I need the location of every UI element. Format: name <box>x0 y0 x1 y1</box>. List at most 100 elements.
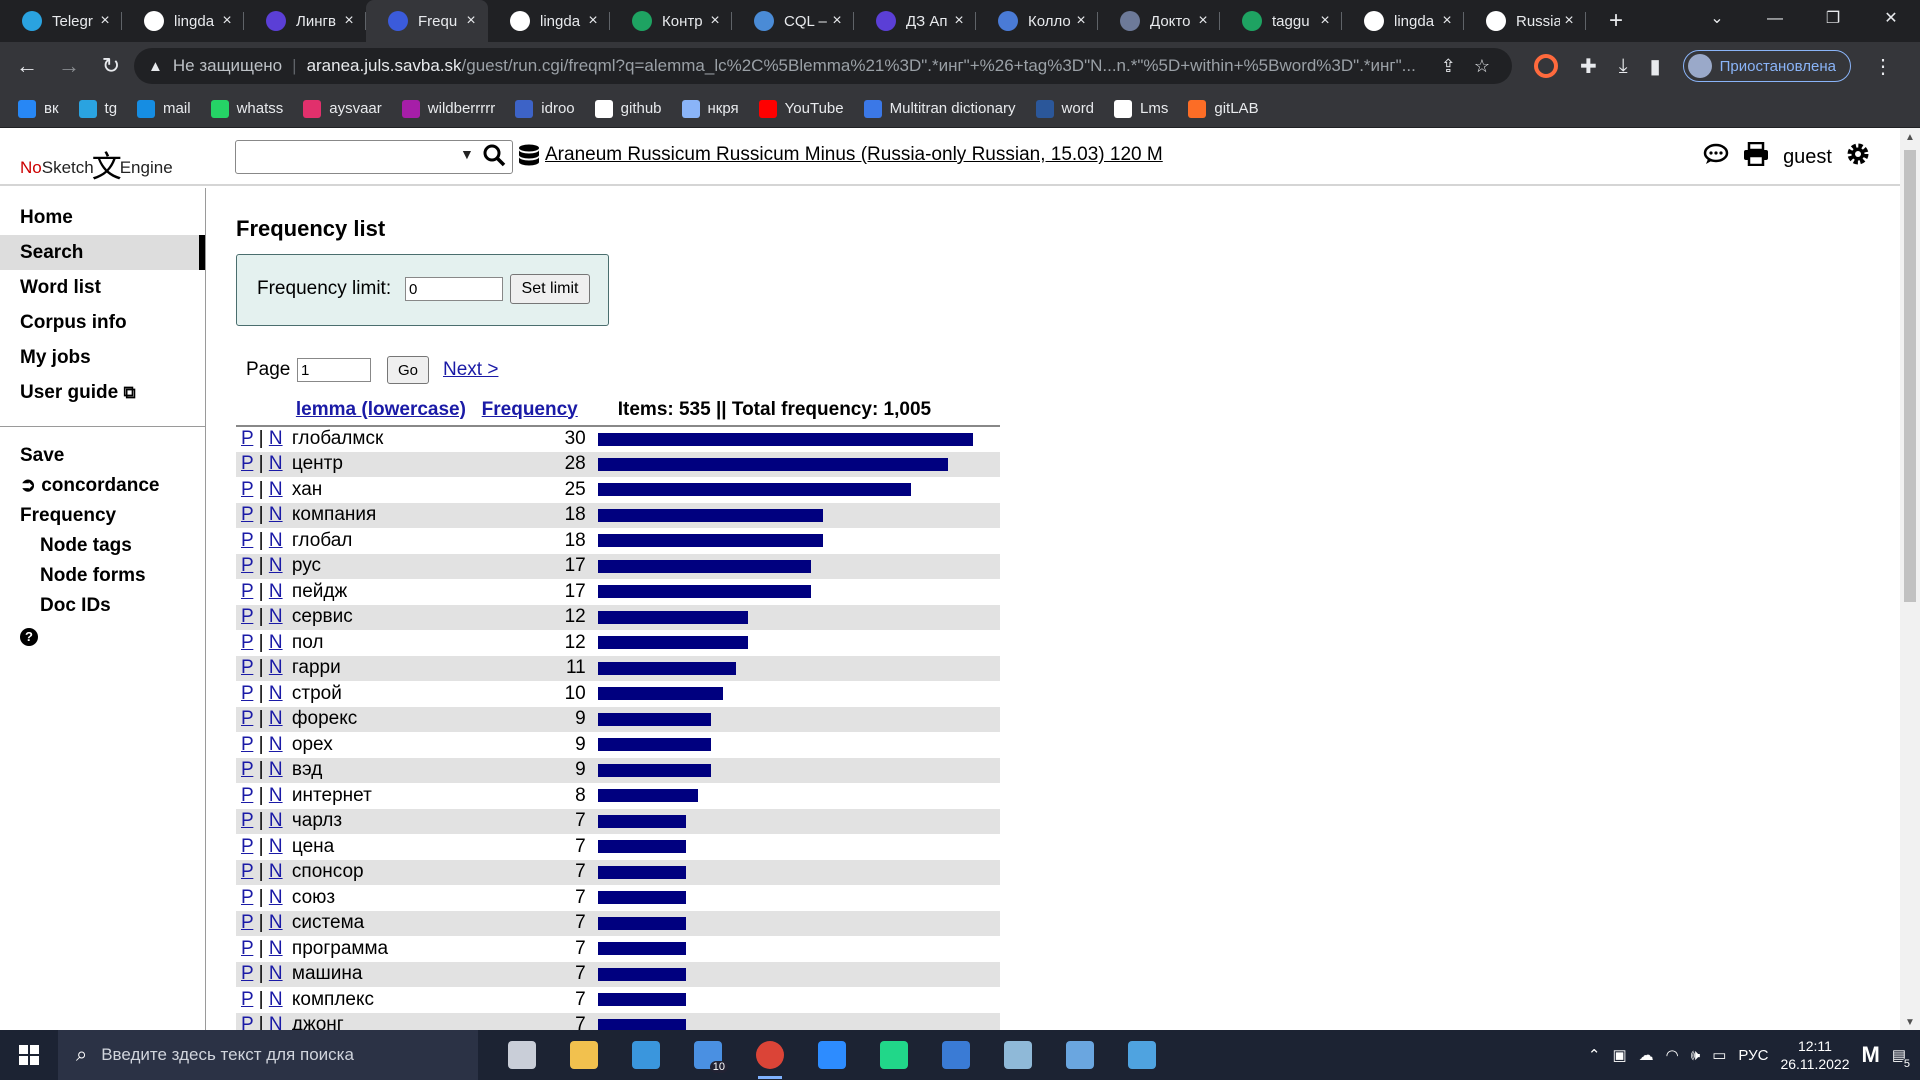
settings-gear-icon[interactable] <box>1846 142 1870 172</box>
positive-filter-link[interactable]: P <box>241 555 254 577</box>
extensions-puzzle-icon[interactable]: ✚ <box>1580 55 1597 78</box>
bookmark-item[interactable]: wildberrrrr <box>401 99 495 118</box>
negative-filter-link[interactable]: N <box>268 861 283 883</box>
sidebar-item-node-forms[interactable]: Node forms <box>40 565 146 586</box>
header-lemma[interactable]: lemma (lowercase) <box>291 394 482 427</box>
taskbar-clock[interactable]: 12:11 26.11.2022 <box>1780 1037 1849 1073</box>
taskbar-app-file-explorer[interactable] <box>564 1035 604 1075</box>
reload-button[interactable]: ↻ <box>101 53 121 78</box>
negative-filter-link[interactable]: N <box>268 529 283 551</box>
sidebar-item-doc-ids[interactable]: Doc IDs <box>40 595 111 616</box>
page-number-input[interactable] <box>297 358 371 382</box>
page-scrollbar[interactable]: ▲ ▼ <box>1900 128 1920 1030</box>
taskbar-search[interactable]: ⌕ Введите здесь текст для поиска <box>58 1030 478 1080</box>
positive-filter-link[interactable]: P <box>241 428 254 450</box>
sidebar-item-node-tags[interactable]: Node tags <box>40 535 132 556</box>
taskbar-app-vpn[interactable] <box>1060 1035 1100 1075</box>
scroll-up-arrow-icon[interactable]: ▲ <box>1905 132 1915 143</box>
negative-filter-link[interactable]: N <box>268 708 283 730</box>
browser-tab[interactable]: Лингв × <box>244 0 366 42</box>
tray-chevron-icon[interactable]: ⌃ <box>1587 1047 1601 1064</box>
bookmark-item[interactable]: mail <box>137 99 191 118</box>
feedback-chat-icon[interactable] <box>1703 143 1729 171</box>
taskbar-app-store[interactable] <box>626 1035 666 1075</box>
positive-filter-link[interactable]: P <box>241 606 254 628</box>
positive-filter-link[interactable]: P <box>241 631 254 653</box>
tab-close-icon[interactable]: × <box>1198 12 1208 29</box>
help-question-icon[interactable]: ? <box>0 621 205 651</box>
positive-filter-link[interactable]: P <box>241 1014 254 1030</box>
positive-filter-link[interactable]: P <box>241 835 254 857</box>
sidebar-item-my-jobs[interactable]: My jobs <box>20 347 91 368</box>
volume-icon[interactable]: 🕪 <box>1690 1046 1701 1064</box>
negative-filter-link[interactable]: N <box>268 555 283 577</box>
back-button[interactable]: ← <box>16 53 38 78</box>
sidebar-item-word-list[interactable]: Word list <box>20 277 101 298</box>
browser-tab[interactable]: Russia × <box>1464 0 1586 42</box>
address-bar[interactable]: ▲ Не защищено | aranea.juls.savba.sk /gu… <box>134 48 1512 84</box>
bookmark-item[interactable]: Lms <box>1114 99 1168 118</box>
positive-filter-link[interactable]: P <box>241 759 254 781</box>
sidebar-item-home[interactable]: Home <box>20 207 73 228</box>
positive-filter-link[interactable]: P <box>241 912 254 934</box>
negative-filter-link[interactable]: N <box>268 478 283 500</box>
go-button[interactable]: Go <box>387 356 429 384</box>
bookmark-item[interactable]: github <box>594 99 662 118</box>
url-host[interactable]: aranea.juls.savba.sk <box>306 56 462 75</box>
taskbar-app-chrome[interactable] <box>750 1035 790 1079</box>
tab-close-icon[interactable]: × <box>466 12 476 29</box>
sidebar-item-user-guide[interactable]: User guide ⧉ <box>0 375 205 410</box>
browser-tab[interactable]: Telegr × <box>0 0 122 42</box>
sidebar-item-frequency[interactable]: Frequency <box>20 505 117 526</box>
browser-tab[interactable]: ДЗ Ап × <box>854 0 976 42</box>
browser-tab[interactable]: CQL – × <box>732 0 854 42</box>
start-button[interactable] <box>0 1030 58 1080</box>
positive-filter-link[interactable]: P <box>241 504 254 526</box>
browser-tab[interactable]: Докто × <box>1098 0 1220 42</box>
taskbar-app-mail[interactable]: 10 <box>688 1035 728 1075</box>
negative-filter-link[interactable]: N <box>268 682 283 704</box>
positive-filter-link[interactable]: P <box>241 963 254 985</box>
taskbar-app-task-view[interactable] <box>502 1035 542 1075</box>
tab-close-icon[interactable]: × <box>954 12 964 29</box>
positive-filter-link[interactable]: P <box>241 988 254 1010</box>
forward-button[interactable]: → <box>58 53 80 78</box>
sort-lemma-link[interactable]: lemma (lowercase) <box>295 398 466 420</box>
share-icon[interactable]: ⇪ <box>1440 55 1456 76</box>
tab-close-icon[interactable]: × <box>1076 12 1086 29</box>
positive-filter-link[interactable]: P <box>241 937 254 959</box>
bookmark-item[interactable]: нкря <box>681 99 739 118</box>
onedrive-cloud-icon[interactable]: ☁ <box>1638 1047 1654 1064</box>
bookmark-item[interactable]: aysvaar <box>303 99 382 118</box>
bookmark-star-icon[interactable]: ☆ <box>1473 55 1490 76</box>
corpus-name-link[interactable]: Araneum Russicum Russicum Minus (Russia-… <box>545 144 1163 165</box>
restore-button[interactable]: ❐ <box>1825 10 1841 27</box>
browser-tab[interactable]: lingda × <box>1342 0 1464 42</box>
bookmark-item[interactable]: whatss <box>210 99 283 118</box>
tab-search-chevron-icon[interactable]: ⌄ <box>1710 10 1724 27</box>
sidebar-item-concordance[interactable]: ➲ concordance <box>0 471 205 501</box>
extension-ring-icon[interactable] <box>1534 54 1558 78</box>
negative-filter-link[interactable]: N <box>268 988 283 1010</box>
negative-filter-link[interactable]: N <box>268 580 283 602</box>
tab-close-icon[interactable]: × <box>1442 12 1452 29</box>
negative-filter-link[interactable]: N <box>268 810 283 832</box>
sidebar-item-corpus-info[interactable]: Corpus info <box>20 312 127 333</box>
taskbar-app-photos[interactable] <box>1122 1035 1162 1075</box>
browser-menu-icon[interactable]: ⋮ <box>1873 55 1893 78</box>
set-limit-button[interactable]: Set limit <box>510 274 590 304</box>
tab-close-icon[interactable]: × <box>344 12 354 29</box>
positive-filter-link[interactable]: P <box>241 529 254 551</box>
browser-tab[interactable]: Контр × <box>610 0 732 42</box>
print-icon[interactable] <box>1743 141 1769 172</box>
sort-frequency-link[interactable]: Frequency <box>481 398 578 420</box>
taskbar-app-defender[interactable] <box>936 1035 976 1075</box>
bookmark-item[interactable]: idroo <box>515 99 575 118</box>
negative-filter-link[interactable]: N <box>268 937 283 959</box>
bookmark-item[interactable]: Multitran dictionary <box>863 99 1016 118</box>
negative-filter-link[interactable]: N <box>268 733 283 755</box>
profile-button[interactable]: Приостановлена <box>1682 50 1851 82</box>
corpus-select[interactable]: ▼ <box>235 140 513 174</box>
bookmark-item[interactable]: gitLAB <box>1188 99 1259 118</box>
negative-filter-link[interactable]: N <box>268 835 283 857</box>
